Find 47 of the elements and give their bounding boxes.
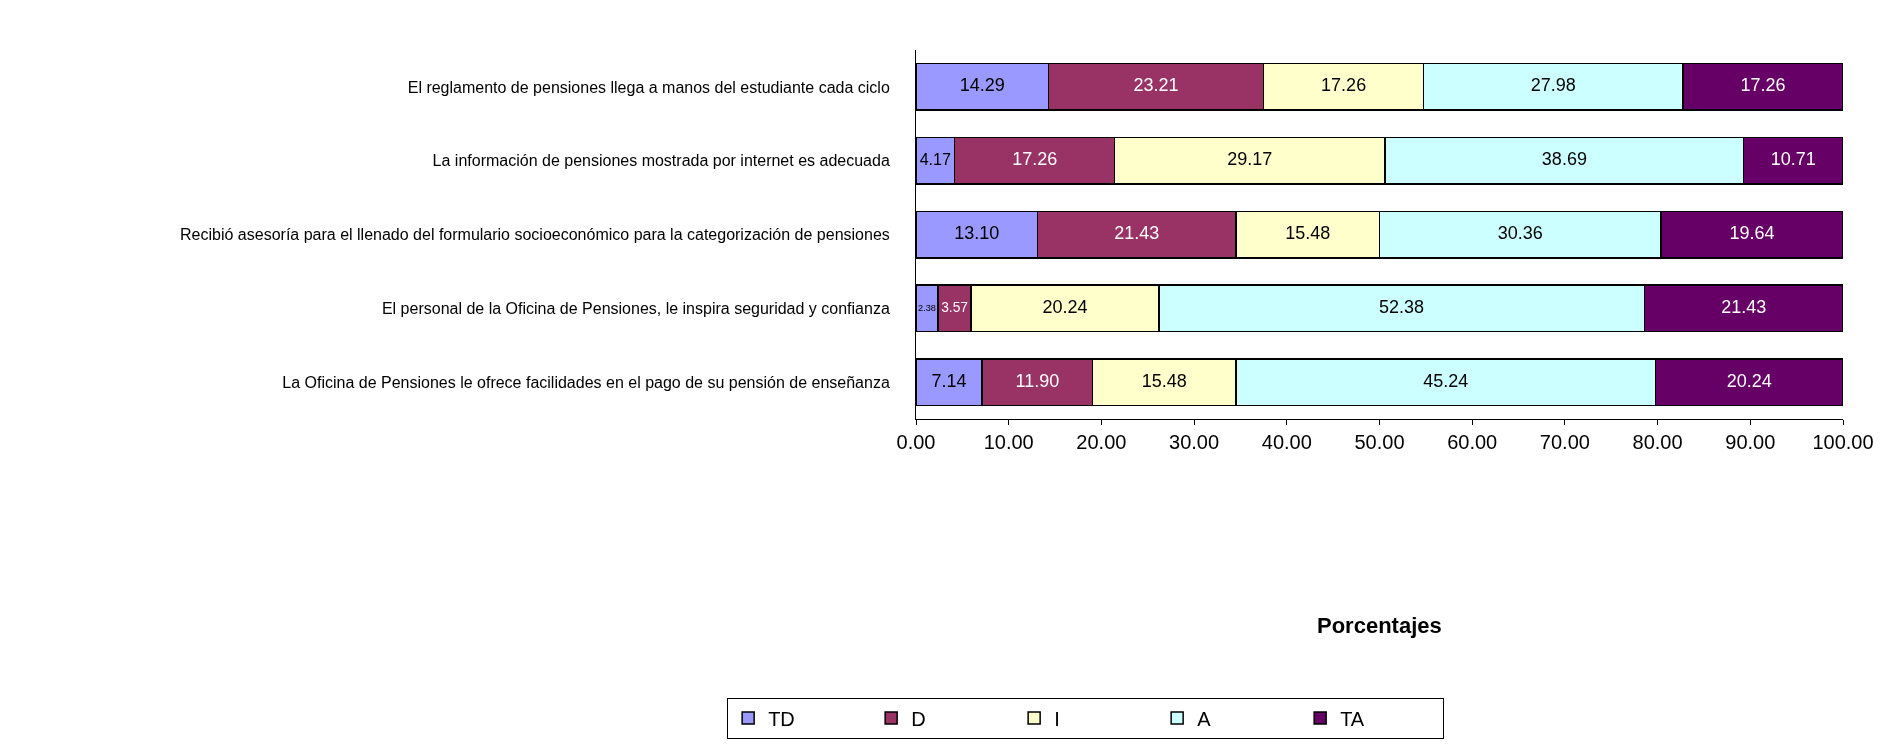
- x-tick-label: 20.00: [1076, 431, 1127, 453]
- data-label: 7.14: [931, 370, 967, 391]
- data-label: 20.24: [1726, 370, 1772, 391]
- data-label: 13.10: [954, 223, 1000, 243]
- data-label: 45.24: [1423, 370, 1469, 391]
- text: Porcentajes: [1317, 613, 1442, 638]
- x-tick-label: 40.00: [1261, 431, 1312, 453]
- data-label: 2.38: [918, 302, 936, 313]
- y-tick-label: Recibió asesoría para el llenado del formulario socioeconómico para la categorización de pensiones: [180, 226, 890, 244]
- legend-label: TD: [768, 707, 795, 730]
- y-tick-label: La información de pensiones mostrada por internet es adecuada: [432, 152, 890, 170]
- data-label: 17.26: [1740, 75, 1786, 96]
- data-label: 15.48: [1141, 370, 1187, 391]
- data-label: 17.26: [1321, 75, 1367, 96]
- y-tick-label: La Oficina de Pensiones le ofrece facilidades en el pago de su pensión de enseñanza: [282, 373, 890, 391]
- data-label: 15.48: [1285, 223, 1331, 243]
- data-label: 20.24: [1042, 296, 1088, 317]
- legend-label: D: [911, 707, 926, 730]
- x-tick-label: 100.00: [1812, 431, 1874, 453]
- data-label: 11.90: [1015, 370, 1060, 391]
- data-label: 52.38: [1379, 296, 1425, 317]
- legend-label: TA: [1340, 707, 1365, 730]
- x-tick-label: 30.00: [1169, 431, 1220, 453]
- x-tick-label: 10.00: [983, 431, 1034, 453]
- y-tick-label: El reglamento de pensiones llega a manos del estudiante cada ciclo: [407, 78, 890, 96]
- legend-label: I: [1054, 707, 1060, 730]
- data-label: 27.98: [1530, 75, 1576, 96]
- data-label: 14.29: [959, 75, 1005, 96]
- data-label: 19.64: [1729, 223, 1775, 243]
- data-label: 10.71: [1770, 149, 1816, 170]
- x-tick-label: 80.00: [1632, 431, 1683, 453]
- data-label: 21.43: [1721, 296, 1767, 317]
- legend-label: A: [1197, 707, 1212, 730]
- data-label: 23.21: [1133, 75, 1179, 96]
- data-label: 38.69: [1541, 149, 1587, 170]
- x-tick-label: 0.00: [896, 431, 936, 453]
- data-label: 30.36: [1497, 223, 1543, 243]
- data-label: 3.57: [941, 299, 969, 315]
- x-tick-label: 70.00: [1539, 431, 1590, 453]
- data-label: 17.26: [1012, 149, 1058, 170]
- data-label: 21.43: [1114, 223, 1160, 243]
- x-tick-label: 90.00: [1725, 431, 1776, 453]
- y-tick-label: El personal de la Oficina de Pensiones, le inspira seguridad y confianza: [381, 299, 890, 317]
- data-label: 29.17: [1227, 149, 1273, 170]
- x-tick-label: 60.00: [1447, 431, 1498, 453]
- data-label: 4.17: [919, 149, 952, 168]
- x-tick-label: 50.00: [1354, 431, 1405, 453]
